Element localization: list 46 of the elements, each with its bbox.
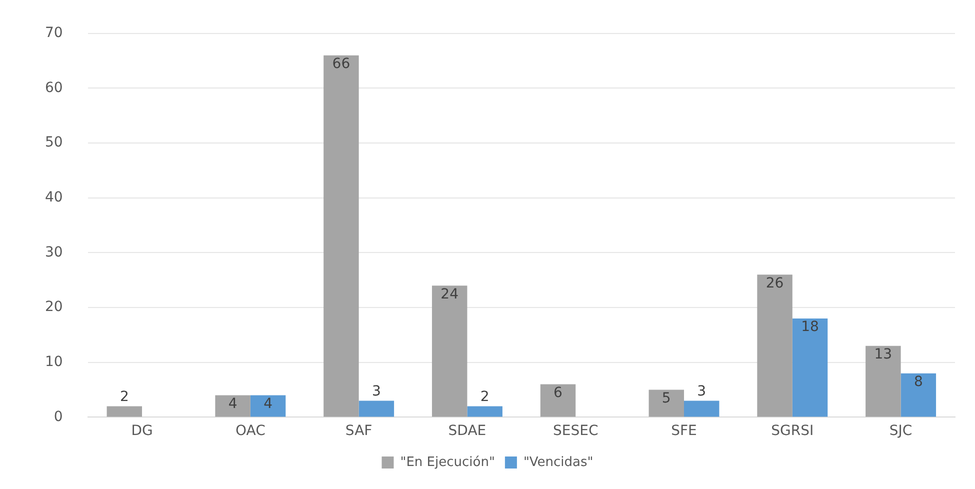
data-label: 18 xyxy=(801,319,819,336)
y-tick-label: 30 xyxy=(44,244,63,260)
y-tick-label: 70 xyxy=(44,25,63,42)
x-tick-label: SESEC xyxy=(552,423,598,440)
bar xyxy=(684,400,720,417)
x-tick-label: DG xyxy=(131,423,153,440)
x-tick-label: SGRSI xyxy=(771,423,814,440)
bar xyxy=(866,346,901,417)
data-label: 4 xyxy=(228,396,238,412)
y-tick-label: 0 xyxy=(54,408,63,425)
legend-label: "En Ejecución" xyxy=(400,454,495,470)
bar xyxy=(324,55,359,417)
data-label: 13 xyxy=(874,346,892,363)
data-label: 66 xyxy=(332,56,350,72)
data-label: 3 xyxy=(697,383,706,400)
y-tick-label: 20 xyxy=(44,299,63,316)
bar xyxy=(106,406,142,417)
legend-label: "Vencidas" xyxy=(523,454,594,470)
y-tick-label: 40 xyxy=(44,190,63,206)
data-label: 8 xyxy=(914,374,923,390)
data-label: 4 xyxy=(264,396,273,412)
bar xyxy=(540,384,576,417)
data-label: 2 xyxy=(480,388,490,405)
bar xyxy=(467,406,502,417)
y-tick-label: 10 xyxy=(44,354,63,370)
bar xyxy=(215,395,250,417)
x-tick-label: SFE xyxy=(671,423,697,440)
y-tick-label: 50 xyxy=(44,134,63,151)
bar xyxy=(432,286,468,417)
bar xyxy=(792,318,828,417)
bar xyxy=(250,395,286,417)
data-label: 5 xyxy=(662,390,671,406)
data-label: 26 xyxy=(766,275,784,292)
x-tick-label: SDAE xyxy=(448,423,486,440)
data-label: 2 xyxy=(120,388,129,405)
x-tick-label: SAF xyxy=(345,423,372,440)
x-tick-label: SJC xyxy=(889,423,912,440)
bar xyxy=(648,390,684,417)
y-tick-label: 60 xyxy=(44,80,63,96)
data-label: 3 xyxy=(372,383,381,400)
data-label: 24 xyxy=(440,286,459,302)
bar xyxy=(358,400,394,417)
data-label: 6 xyxy=(554,384,563,401)
bar xyxy=(757,274,792,417)
bar xyxy=(900,373,936,417)
x-tick-label: OAC xyxy=(235,423,266,440)
